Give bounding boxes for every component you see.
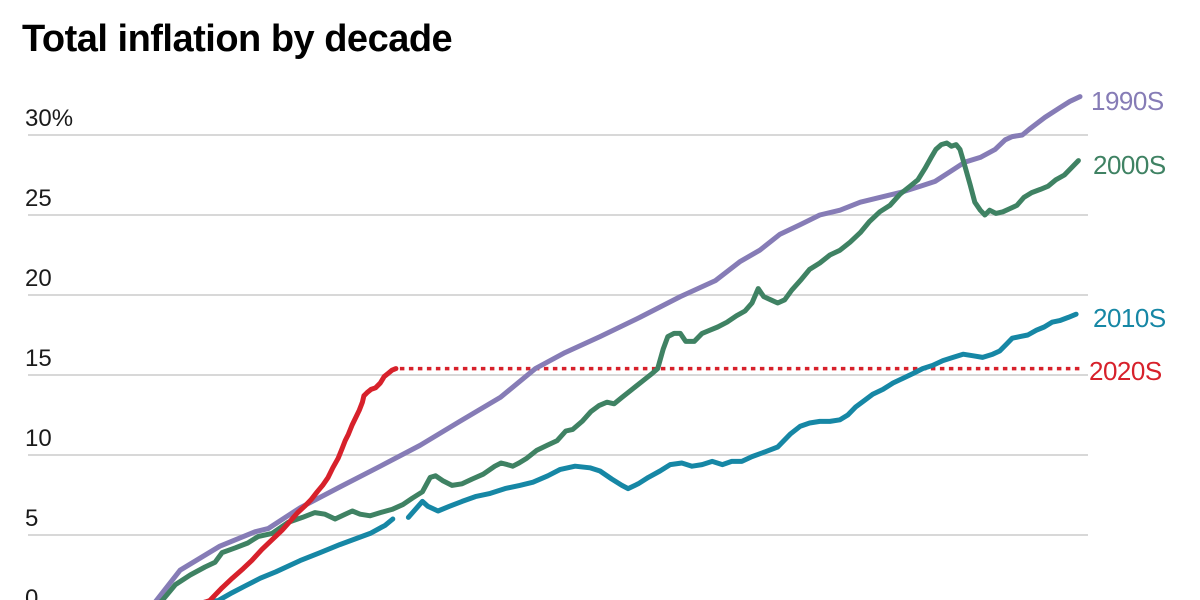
y-tick-label: 15 — [25, 345, 52, 372]
y-tick-label: 5 — [25, 505, 38, 532]
chart-title: Total inflation by decade — [22, 18, 453, 60]
series-label-2020s: 2020S — [1089, 356, 1162, 386]
line-series-1990s — [153, 94, 1083, 600]
series-label-2010s: 2010S — [1093, 303, 1166, 333]
series-label-2000s: 2000S — [1093, 150, 1166, 180]
y-tick-label: 10 — [25, 425, 52, 452]
y-tick-label: 0 — [25, 585, 38, 600]
line-series-2020s — [203, 366, 399, 600]
line-series-2010s — [202, 311, 1079, 600]
line-series-2000s — [158, 140, 1081, 600]
y-tick-label: 30% — [25, 105, 73, 132]
y-tick-label: 20 — [25, 265, 52, 292]
y-tick-label: 25 — [25, 185, 52, 212]
series-label-1990s: 1990S — [1091, 86, 1164, 116]
